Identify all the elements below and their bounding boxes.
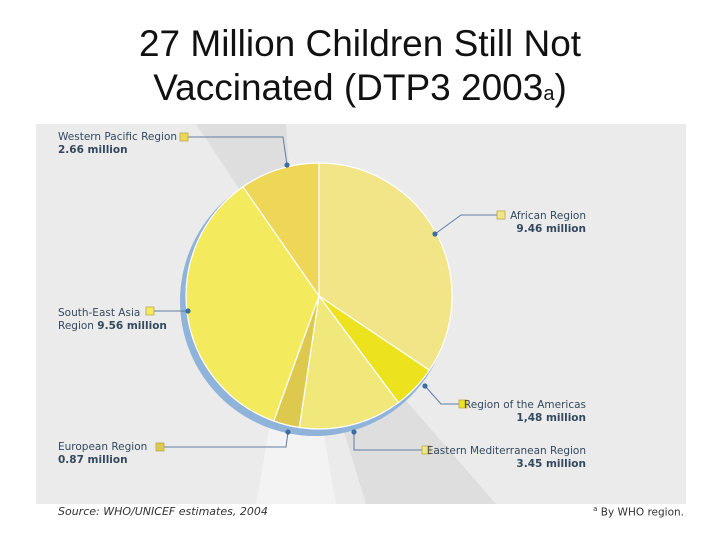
slice-value: 0.87 million <box>58 454 128 466</box>
leader-dot <box>351 429 357 435</box>
slice-value: 2.66 million <box>58 144 128 156</box>
footnote-text: By WHO region. <box>597 506 684 519</box>
legend-swatch <box>496 210 506 220</box>
leader-lines <box>145 132 506 455</box>
footnote-marker: a <box>593 505 598 513</box>
leader-line <box>424 385 459 405</box>
slice-label: Region 9.56 million <box>58 320 167 332</box>
leader-dot <box>432 231 438 237</box>
slice-value: 3.45 million <box>516 458 586 470</box>
title-line-2: Vaccinated (DTP3 2003a) <box>0 66 720 116</box>
slice-label: South-East Asia <box>58 307 140 319</box>
pie-slices <box>185 162 453 430</box>
legend-swatch <box>421 445 431 455</box>
leader-dot <box>185 308 191 314</box>
slice-label: Region of the Americas <box>464 399 586 411</box>
leader-line <box>434 214 497 235</box>
leader-dot <box>284 162 290 168</box>
title-line-2-end: ) <box>554 67 567 108</box>
slice-label: Eastern Mediterranean Region <box>427 445 586 457</box>
leader-dot <box>422 383 428 389</box>
leader-dot <box>285 429 291 435</box>
legend-swatch <box>458 399 468 409</box>
chart-panel: African Region 9.46 million Region of the … <box>36 124 686 504</box>
slice-value: 1,48 million <box>516 412 586 424</box>
slice-label: African Region <box>510 210 586 222</box>
slice-label: Western Pacific Region <box>58 131 177 143</box>
slide-title: 27 Million Children Still Not Vaccinated… <box>0 22 720 116</box>
title-line-2-text: Vaccinated (DTP3 2003 <box>153 67 544 108</box>
source-note: Source: WHO/UNICEF estimates, 2004 <box>58 505 268 518</box>
footnote: a By WHO region. <box>593 505 684 519</box>
leader-line <box>353 432 422 451</box>
pie-slice <box>298 294 400 430</box>
slice-value: 9.56 million <box>97 320 167 332</box>
title-line-1: 27 Million Children Still Not <box>138 23 582 64</box>
legend-swatch <box>145 306 155 316</box>
slice-label: European Region <box>58 441 147 453</box>
title-superscript: a <box>543 83 555 105</box>
legend-swatch <box>155 442 165 452</box>
pie-slice <box>242 162 320 298</box>
slice-value: 9.46 million <box>516 223 586 235</box>
leader-line <box>180 136 288 166</box>
legend-swatch <box>179 132 189 142</box>
leader-line <box>156 431 289 448</box>
